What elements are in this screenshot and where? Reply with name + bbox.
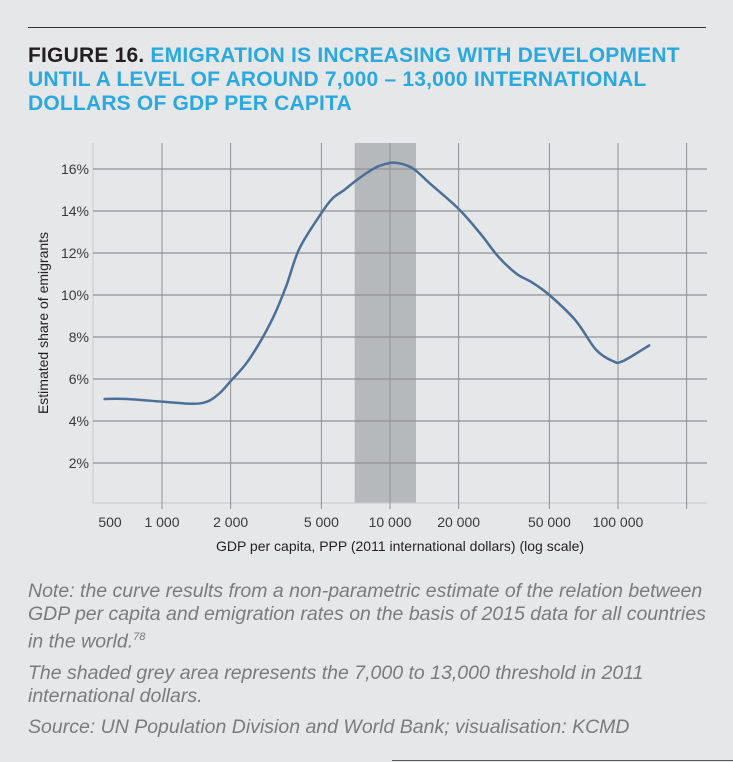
y-tick-label: 4% bbox=[69, 413, 89, 429]
shaded-area-note: The shaded grey area represents the 7,00… bbox=[28, 661, 644, 707]
emigration-curve bbox=[103, 161, 651, 406]
y-axis-label: Estimated share of emigrants bbox=[35, 232, 51, 414]
y-tick-label: 2% bbox=[69, 455, 89, 471]
y-tick-label: 14% bbox=[61, 203, 89, 219]
note-text: Note: the curve results from a non-param… bbox=[28, 580, 718, 654]
top-rule bbox=[28, 27, 706, 28]
source-note: Source: UN Population Division and World… bbox=[28, 715, 630, 738]
figure-label: FIGURE 16. bbox=[28, 44, 145, 67]
notes: Note: the curve results from a non-param… bbox=[28, 580, 718, 747]
y-tick-label: 10% bbox=[61, 287, 89, 303]
shaded-threshold-band bbox=[354, 143, 416, 503]
x-tick-label: 20 000 bbox=[437, 514, 480, 530]
x-tick-label: 10 000 bbox=[369, 514, 412, 530]
x-tick-label: 100 000 bbox=[593, 514, 644, 530]
chart: 2% 4% 6% 8% 10% 12% 14% 16% 500 1 000 2 000 5 000 10… bbox=[35, 143, 707, 554]
y-tick-label: 12% bbox=[61, 245, 89, 261]
y-tick-label: 6% bbox=[69, 371, 89, 387]
x-tick-label: 50 000 bbox=[528, 514, 571, 530]
y-tick-label: 8% bbox=[69, 329, 89, 345]
x-tick-label: 5 000 bbox=[304, 514, 339, 530]
figure-title-text: EMIGRATION IS INCREASING WITH DEVELOPMEN… bbox=[28, 44, 680, 115]
y-tick-label: 16% bbox=[61, 161, 89, 177]
x-tick-label: 1 000 bbox=[144, 514, 179, 530]
x-tick-label: 2 000 bbox=[213, 514, 248, 530]
x-tick-label: 500 bbox=[98, 514, 122, 530]
note-body: Note: the curve results from a non-param… bbox=[28, 580, 706, 653]
figure-title: FIGURE 16. EMIGRATION IS INCREASING WITH… bbox=[28, 44, 718, 116]
x-axis-label: GDP per capita, PPP (2011 international … bbox=[216, 538, 584, 554]
footnote-ref: 78 bbox=[133, 631, 146, 643]
bottom-rule bbox=[392, 760, 733, 761]
